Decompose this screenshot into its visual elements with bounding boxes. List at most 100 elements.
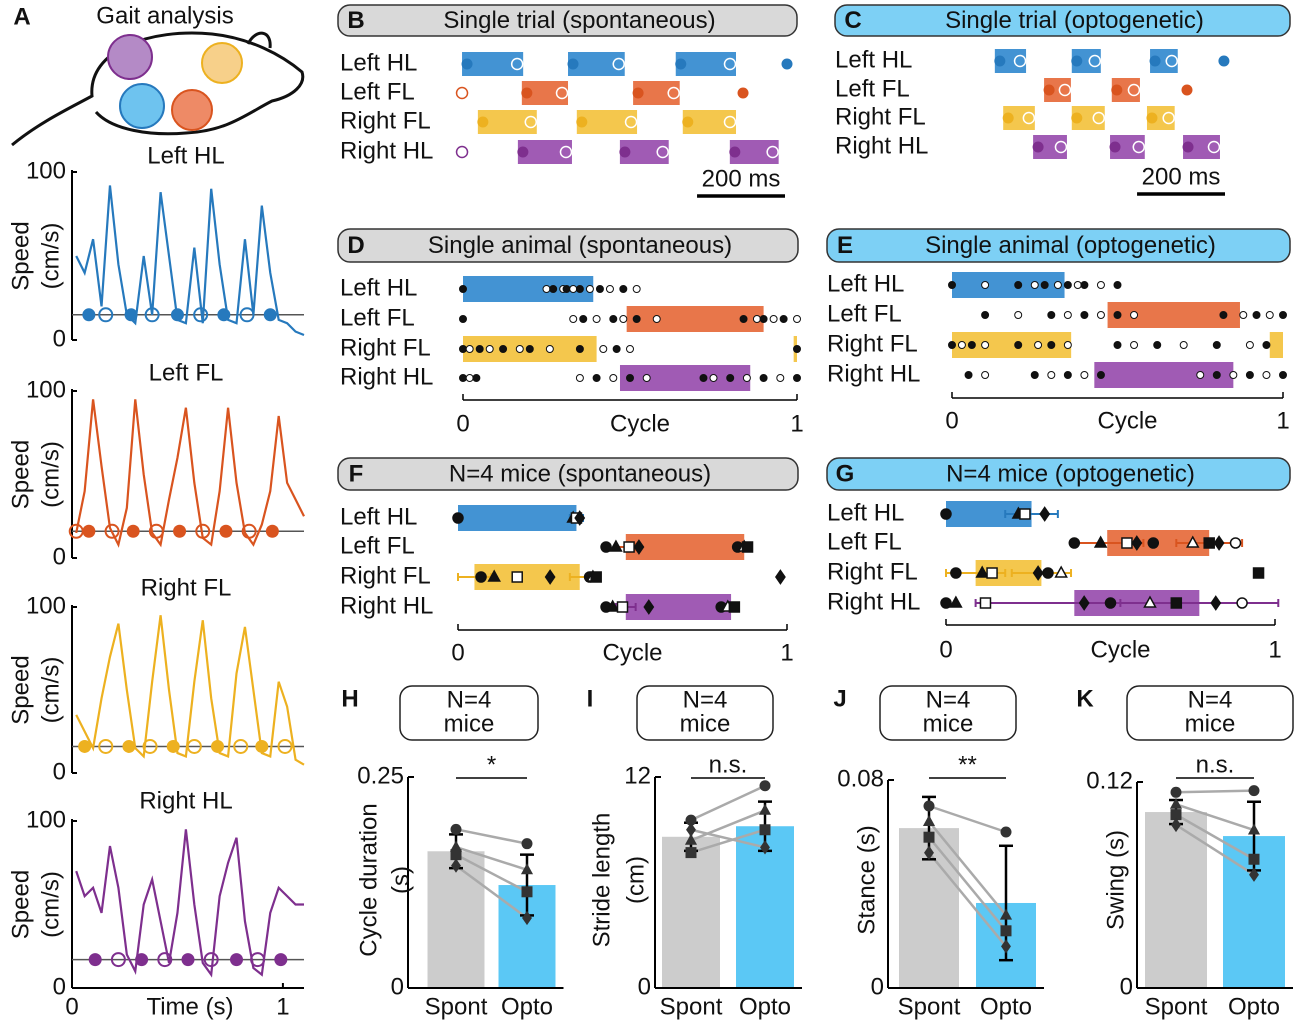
mouse-point [686,822,696,837]
stance-start [1032,141,1044,153]
cycle-point [619,315,628,323]
x-tick-label: Opto [739,993,791,1020]
cycle-point [642,374,651,382]
speed-trace [75,615,305,766]
speed-trace [75,829,304,978]
cycle-point [1063,281,1072,289]
stance-start [632,87,644,99]
mouse-point [574,510,586,526]
cycle-point [709,374,718,382]
stance-end [723,57,737,71]
cycle-point [499,345,508,353]
mouse-point [758,803,772,815]
pair-line [928,852,1007,948]
row-label: Right FL [340,562,431,589]
panel-letter: E [837,232,853,259]
paw-right-fl [201,42,243,84]
y-tick-label: 0.25 [357,762,404,789]
paw-left-fl [171,89,213,131]
cycle-point [1030,371,1039,379]
cycle-point [759,374,768,382]
mouse-ear [246,31,272,49]
mouse-point [1054,565,1068,578]
mouse-point [1093,535,1108,548]
stance-onset [88,953,102,967]
cycle-point [592,315,601,323]
stance-start [461,58,473,70]
cycle-point [1153,341,1162,349]
stance-onset [265,524,279,538]
cycle-point [957,341,966,349]
cycle-point [1047,311,1056,319]
row-label: Right HL [340,592,433,619]
cycle-point [1130,311,1139,319]
mouse-point [643,599,655,615]
panel-title: Single animal (optogenetic) [925,232,1216,259]
mouse-point [1247,823,1261,835]
mouse-point [1170,809,1182,821]
cycle-point [569,285,578,293]
lone-onset [737,87,749,99]
y-axis-label: Speed [7,221,34,290]
panel-letter: H [341,685,358,712]
y-axis-label: Speed [7,655,34,724]
cycle-point [1063,371,1072,379]
panel-letter: F [349,460,364,487]
mouse-point [728,601,741,613]
cycle-point [1047,341,1056,349]
lone-onset [1181,84,1193,96]
cycle-point [793,315,801,323]
mouse-point [775,569,786,585]
cycle-point [459,285,467,293]
cycle-point [699,374,708,382]
mouse-point [1170,786,1182,798]
mouse-point [1143,595,1157,608]
y-axis-label: (s) [387,866,414,894]
mouse-point [685,814,697,826]
cycle-point [739,315,748,323]
stance-end [1165,54,1179,68]
cycle-point [1196,371,1205,379]
cycle-point [1063,341,1072,349]
mouse-point [1019,508,1031,520]
swing-onset [203,952,219,968]
cycle-point [542,285,551,293]
row-label: Left FL [827,528,902,555]
stance-end [1162,111,1175,125]
speed-trace [75,185,305,336]
bar [427,851,485,988]
cycle-point [1265,311,1274,319]
cycle-point [948,281,956,289]
x-tick-label: 0 [451,639,464,666]
stance-start [994,55,1006,67]
mouse-point [522,910,532,926]
trace-title: Left FL [149,359,224,386]
cycle-point [981,341,990,349]
stance-onset [217,308,231,322]
panel-letter: K [1076,685,1094,712]
cycle-point [967,341,976,349]
cycle-point [1262,371,1271,379]
mouse-point [449,840,463,852]
x-tick-label: 0 [65,993,78,1020]
y-tick-label: 0 [53,543,66,570]
phase-bar [1107,302,1240,328]
stance-start [1109,141,1121,153]
mouse-outline [11,31,305,147]
swing-onset [277,738,293,754]
row-label: Right HL [340,363,433,390]
box-title: mice [1185,710,1236,737]
mouse-point [633,539,645,555]
mouse-point [521,838,533,850]
row-label: Right HL [835,132,928,159]
row-label: Right FL [340,107,431,134]
row-label: Left FL [835,75,910,102]
swing-onset [157,952,173,968]
cycle-point [776,374,785,382]
speed-trace [75,399,305,548]
stance-end [1127,83,1141,97]
cycle-point [779,315,788,323]
mouse-point [940,597,952,609]
cycle-point [1053,281,1062,289]
x-tick-label: Opto [1228,993,1280,1020]
